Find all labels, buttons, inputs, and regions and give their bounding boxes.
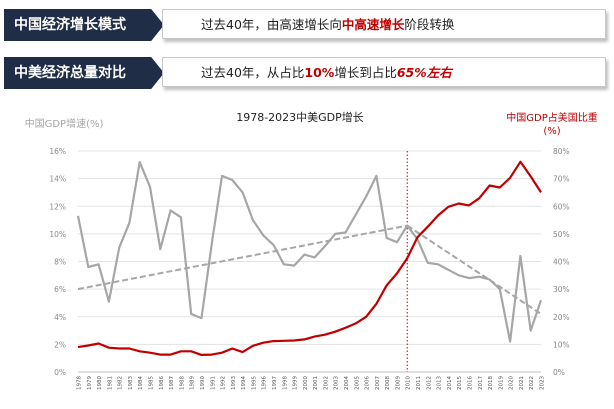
x-tick-label: 2013: [437, 376, 443, 390]
x-tick-label: 1982: [118, 376, 124, 390]
x-tick-label: 2006: [365, 376, 371, 390]
x-tick-label: 2021: [519, 376, 525, 390]
x-tick-label: 1981: [107, 376, 113, 390]
banner-text: 过去40年，由高速增长向中高速增长阶段转换: [162, 9, 606, 39]
x-tick-label: 1993: [231, 376, 237, 390]
x-tick-label: 1994: [241, 376, 247, 390]
y-tick-left: 6%: [54, 285, 66, 294]
x-tick-label: 1978: [77, 376, 83, 390]
y-tick-left: 12%: [49, 202, 66, 211]
x-tick-label: 1980: [97, 376, 103, 390]
banner-text-part: 过去40年，由高速增长向: [201, 17, 342, 32]
gdp-share-line: [77, 160, 542, 356]
x-tick-label: 2007: [375, 376, 381, 390]
x-tick-label: 1989: [190, 376, 196, 390]
y-tick-right: 30%: [553, 285, 570, 294]
banner-text-highlight: 10%: [304, 65, 335, 80]
x-tick-label: 2015: [457, 376, 463, 390]
y-axis-right-label-line2: (%): [543, 126, 560, 137]
banner-growth-mode: 中国经济增长模式 过去40年，由高速增长向中高速增长阶段转换: [4, 9, 608, 43]
x-tick-label: 2023: [540, 376, 546, 390]
x-tick-label: 1997: [272, 376, 278, 390]
x-tick-label: 1991: [210, 376, 216, 390]
x-tick-label: 1987: [169, 376, 175, 390]
y-tick-left: 0%: [54, 368, 66, 377]
x-tick-label: 2004: [344, 376, 350, 390]
y-tick-left: 4%: [54, 313, 66, 322]
banner-text-highlight: 65%左右: [396, 65, 452, 80]
x-tick-label: 1979: [87, 376, 93, 390]
x-tick-label: 1999: [293, 376, 299, 390]
x-tick-label: 2018: [488, 376, 494, 390]
y-tick-right: 0%: [553, 368, 565, 377]
y-tick-right: 40%: [553, 258, 570, 267]
x-tick-label: 2009: [395, 376, 401, 390]
banner-text: 过去40年，从占比10%增长到占比65%左右: [162, 57, 606, 87]
y-tick-left: 8%: [54, 258, 66, 267]
x-tick-label: 2005: [354, 376, 360, 390]
y-axis-right-label-line1: 中国GDP占美国比重: [506, 111, 597, 124]
x-tick-label: 2008: [385, 376, 391, 390]
banner-text-highlight: 中高速增长: [341, 17, 405, 32]
x-tick-label: 1998: [282, 376, 288, 390]
chart-title: 1978-2023中美GDP增长: [236, 110, 364, 124]
banner-text-part: 阶段转换: [404, 17, 455, 32]
y-tick-left: 16%: [49, 147, 66, 156]
x-tick-label: 2022: [529, 376, 535, 390]
x-tick-label: 2011: [416, 376, 422, 390]
x-tick-label: 1984: [138, 376, 144, 390]
x-tick-label: 2017: [478, 376, 484, 390]
y-tick-right: 80%: [553, 147, 570, 156]
x-tick-label: 1986: [159, 376, 165, 390]
trend-line: [406, 224, 542, 315]
x-tick-label: 2001: [313, 376, 319, 390]
x-tick-label: 2016: [467, 376, 473, 390]
banner-text-part: 过去40年，从占比: [201, 65, 305, 80]
banner-text-part: 增长到占比: [334, 65, 397, 80]
x-tick-label: 2014: [447, 376, 453, 390]
y-tick-left: 10%: [49, 230, 66, 239]
banner-gdp-comparison: 中美经济总量对比 过去40年，从占比10%增长到占比65%左右: [4, 57, 608, 91]
y-tick-right: 50%: [553, 230, 570, 239]
banner-tag: 中国经济增长模式: [4, 9, 164, 41]
x-tick-label: 2019: [498, 376, 504, 390]
y-tick-left: 14%: [49, 175, 66, 184]
trend-line: [77, 224, 408, 291]
x-tick-label: 2002: [323, 376, 329, 390]
banner-tag: 中美经济总量对比: [4, 57, 164, 89]
x-tick-label: 1992: [221, 376, 227, 390]
x-tick-label: 1990: [200, 376, 206, 390]
y-tick-right: 20%: [553, 313, 570, 322]
x-tick-label: 2000: [303, 376, 309, 390]
y-tick-right: 60%: [553, 202, 570, 211]
gdp-growth-line: [76, 161, 543, 343]
y-tick-right: 70%: [553, 175, 570, 184]
y-tick-right: 10%: [553, 340, 570, 349]
x-tick-label: 1988: [179, 376, 185, 390]
x-tick-label: 1996: [262, 376, 268, 390]
x-tick-label: 1985: [149, 376, 155, 390]
x-tick-label: 1983: [128, 376, 134, 390]
x-tick-label: 2020: [509, 376, 515, 390]
y-tick-left: 2%: [54, 340, 66, 349]
x-tick-label: 2003: [334, 376, 340, 390]
x-tick-label: 2010: [406, 376, 412, 390]
y-axis-left-label: 中国GDP增速(%): [25, 117, 104, 130]
x-tick-label: 1995: [251, 376, 257, 390]
x-tick-label: 2012: [426, 376, 432, 390]
